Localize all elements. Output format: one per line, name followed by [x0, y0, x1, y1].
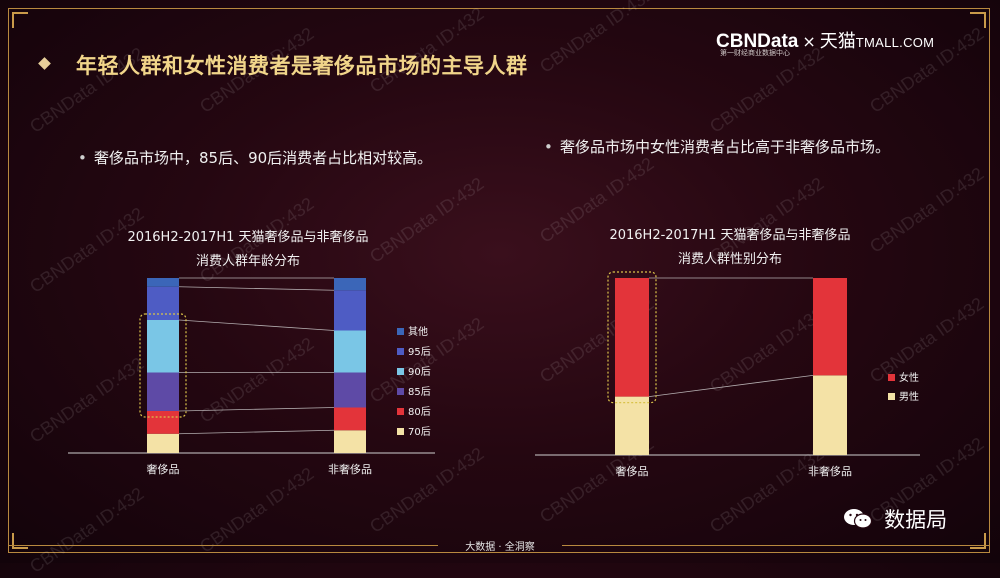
bullet-dot: • [544, 138, 553, 156]
logo-partner-en: TMALL.COM [855, 35, 935, 50]
highlight-box [607, 271, 657, 404]
bar-segment [147, 320, 179, 373]
bar-segment [147, 433, 179, 453]
legend-label: 女性 [899, 371, 919, 384]
legend-label: 95后 [408, 346, 431, 358]
logo-partner: 天猫 [819, 31, 856, 52]
bullet-left: • 奢侈品市场中，85后、90后消费者占比相对较高。 [78, 147, 514, 169]
chart-age-subtitle: 消费人群年龄分布 [195, 254, 300, 269]
legend-swatch [397, 388, 404, 395]
legend-swatch [397, 348, 404, 355]
bullet-dot: • [78, 149, 87, 167]
bar-segment [147, 278, 179, 287]
legend-swatch [397, 368, 404, 375]
bar-segment [615, 278, 649, 397]
connector-line [178, 319, 335, 331]
x-tick-label: 奢侈品 [616, 464, 649, 478]
bar-segment [813, 375, 847, 455]
legend-swatch [397, 408, 404, 415]
chart-age-title-block: 2016H2-2017H1 天猫奢侈品与非奢侈品 消费人群年龄分布 [88, 226, 408, 274]
bullet-right-text: 奢侈品市场中女性消费者占比高于非奢侈品市场。 [560, 138, 891, 156]
legend-label: 男性 [899, 390, 919, 403]
connector-line [648, 374, 814, 397]
logo-tagline: 第一财经商业数据中心 [720, 49, 790, 57]
bar-segment [615, 396, 649, 455]
bar-segment [147, 411, 179, 434]
connector-line [178, 286, 335, 291]
wechat-account-name: 数据局 [884, 508, 948, 532]
footer-line-right [562, 545, 990, 546]
x-tick-label: 非奢侈品 [328, 462, 372, 476]
bar-segment [334, 407, 366, 431]
legend-swatch [397, 428, 404, 435]
logo-separator: × [802, 32, 816, 51]
slide-title: 年轻人群和女性消费者是奢侈品市场的主导人群 [76, 54, 528, 78]
legend-label: 90后 [408, 366, 431, 378]
brand-logo: CBNData × 天猫TMALL.COM [716, 27, 934, 53]
highlight-box [139, 313, 187, 418]
chart-gender-title-block: 2016H2-2017H1 天猫奢侈品与非奢侈品 消费人群性别分布 [550, 224, 910, 272]
x-tick-label: 奢侈品 [147, 462, 180, 476]
legend-label: 70后 [408, 426, 431, 438]
wechat-badge: 数据局 [843, 504, 947, 534]
connector-line [178, 407, 335, 412]
logo-brand: CBNData [716, 31, 799, 52]
legend-swatch [888, 374, 895, 381]
bar-segment [334, 372, 366, 408]
legend-label: 85后 [408, 386, 431, 398]
bar-segment [147, 372, 179, 411]
bullet-left-text: 奢侈品市场中，85后、90后消费者占比相对较高。 [94, 149, 433, 167]
bar-segment [334, 290, 366, 331]
bar-segment [334, 430, 366, 453]
chart-gender-subtitle: 消费人群性别分布 [677, 252, 782, 267]
footer-line-left [8, 545, 438, 546]
chart-age-title: 2016H2-2017H1 天猫奢侈品与非奢侈品 [127, 230, 369, 245]
legend-label: 80后 [408, 406, 431, 418]
legend-swatch [397, 328, 404, 335]
bullet-right: • 奢侈品市场中女性消费者占比高于非奢侈品市场。 [544, 136, 900, 158]
footer-tagline: 大数据 · 全洞察 [465, 542, 535, 553]
bar-segment [813, 278, 847, 376]
legend-label: 其他 [408, 325, 428, 338]
bar-segment [334, 278, 366, 291]
x-tick-label: 非奢侈品 [808, 464, 852, 478]
wechat-icon [844, 509, 873, 529]
bar-segment [147, 286, 179, 320]
connector-line [178, 429, 335, 435]
chart-gender-title: 2016H2-2017H1 天猫奢侈品与非奢侈品 [609, 228, 851, 243]
bar-segment [334, 330, 366, 373]
legend-swatch [888, 393, 895, 400]
